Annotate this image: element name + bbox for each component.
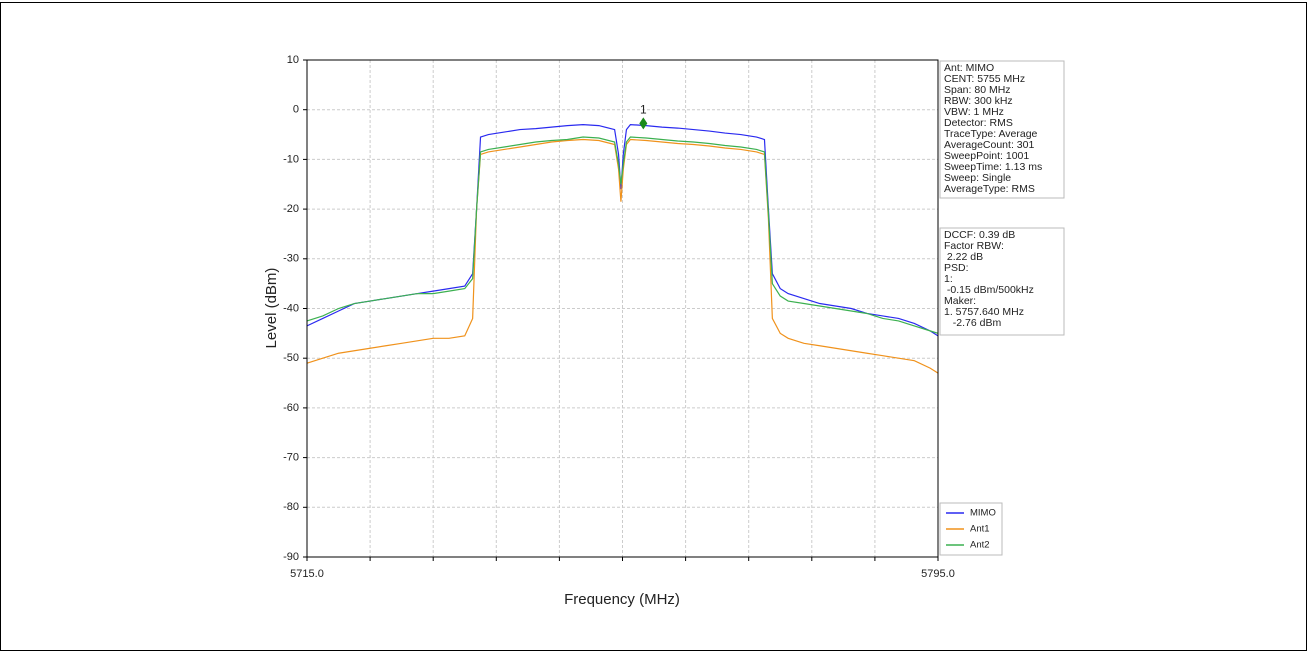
info-line: -2.76 dBm [944, 317, 1001, 329]
info-line: 1: [944, 273, 953, 285]
info-line: Factor RBW: [944, 240, 1004, 252]
x-tick-label: 5715.0 [290, 568, 324, 580]
plot-border [306, 59, 939, 558]
info-line: SweepTime: 1.13 ms [944, 161, 1042, 173]
y-tick-label: -80 [283, 501, 299, 513]
info-line: Sweep: Single [944, 172, 1011, 184]
info-line: AverageCount: 301 [944, 139, 1034, 151]
y-tick-label: 10 [287, 54, 299, 66]
line-series [306, 136, 939, 334]
y-tick-label: -30 [283, 253, 299, 265]
info-line: SweepPoint: 1001 [944, 150, 1029, 162]
y-tick-label: -10 [283, 153, 299, 165]
legend-label: MIMO [970, 508, 996, 519]
info-line: AverageType: RMS [944, 183, 1035, 195]
info-line: RBW: 300 kHz [944, 95, 1013, 107]
y-tick-label: 0 [293, 104, 299, 116]
y-tick-label: -50 [283, 352, 299, 364]
y-tick-label: -90 [283, 551, 299, 563]
info-line: PSD: [944, 262, 969, 274]
y-tick-label: -40 [283, 302, 299, 314]
x-axis-label: Frequency (MHz) [564, 591, 680, 608]
info-line: TraceType: Average [944, 128, 1038, 140]
info-line: Maker: [944, 295, 976, 307]
legend-label: Ant1 [970, 524, 990, 535]
marker-label: 1 [640, 103, 647, 117]
info-line: -0.15 dBm/500kHz [944, 284, 1034, 296]
y-axis-label: Level (dBm) [263, 268, 280, 349]
info-line: 1. 5757.640 MHz [944, 306, 1024, 318]
marker [639, 117, 648, 130]
y-tick-label: -60 [283, 402, 299, 414]
line-series [306, 123, 939, 337]
x-tick-label: 5795.0 [921, 568, 955, 580]
y-tick-label: -70 [283, 452, 299, 464]
info-line: Span: 80 MHz [944, 84, 1011, 96]
y-tick-label: -20 [283, 203, 299, 215]
info-line: CENT: 5755 MHz [944, 73, 1025, 85]
info-line: Detector: RMS [944, 117, 1013, 129]
info-line: DCCF: 0.39 dB [944, 229, 1015, 241]
info-box [939, 60, 1065, 199]
legend-label: Ant2 [970, 540, 990, 551]
info-box [939, 227, 1065, 336]
info-line: 2.22 dB [944, 251, 983, 263]
info-line: Ant: MIMO [944, 62, 994, 74]
info-line: VBW: 1 MHz [944, 106, 1004, 118]
